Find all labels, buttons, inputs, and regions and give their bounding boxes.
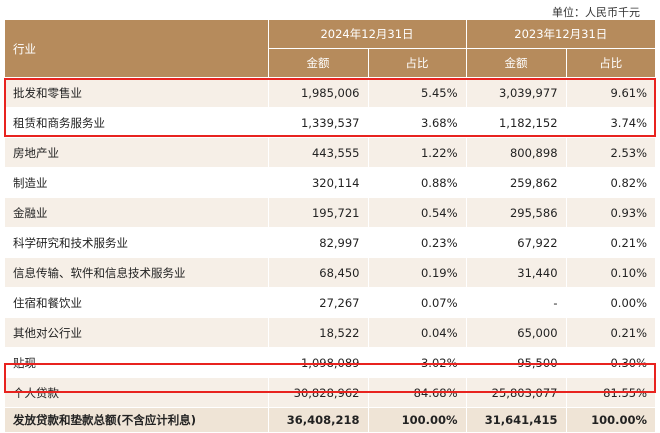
- row-amount-2023: 25,803,077: [466, 377, 567, 408]
- row-industry: 其他对公行业: [5, 317, 269, 348]
- table-row: 住宿和餐饮业 27,267 0.07% -0.00%: [5, 287, 656, 318]
- row-amount-2023: 295,586: [466, 197, 567, 228]
- row-share-2023: 0.00%: [566, 287, 656, 318]
- row-amount-2024: 443,555: [268, 137, 369, 168]
- row-industry: 科学研究和技术服务业: [5, 227, 269, 258]
- row-share-2024: 5.45%: [368, 77, 467, 108]
- row-amount-2024: 195,721: [268, 197, 369, 228]
- row-share-2024: 3.68%: [368, 107, 467, 138]
- row-share-2023: 0.82%: [566, 167, 656, 198]
- row-share-2024: 0.04%: [368, 317, 467, 348]
- header-amount-2023: 金额: [466, 48, 567, 78]
- row-amount-2024: 18,522: [268, 317, 369, 348]
- row-amount-2023: 95,500: [466, 347, 567, 378]
- total-amount-2024: 36,408,218: [268, 407, 369, 433]
- row-share-2023: 3.74%: [566, 107, 656, 138]
- row-share-2023: 0.30%: [566, 347, 656, 378]
- table-row: 个人贷款 30,828,962 84.68% 25,803,077 81.55%: [5, 377, 656, 408]
- unit-label: 单位：人民币千元: [552, 6, 640, 19]
- row-amount-2023: 800,898: [466, 137, 567, 168]
- row-share-2024: 0.88%: [368, 167, 467, 198]
- table-row: 租赁和商务服务业 1,339,537 3.68% 1,182,152 3.74%: [5, 107, 656, 138]
- row-amount-2023: 67,922: [466, 227, 567, 258]
- row-amount-2024: 68,450: [268, 257, 369, 288]
- row-share-2023: 0.93%: [566, 197, 656, 228]
- header-amount-2024: 金额: [268, 48, 369, 78]
- row-industry: 住宿和餐饮业: [5, 287, 269, 318]
- row-amount-2023: -: [466, 287, 567, 318]
- row-share-2023: 0.21%: [566, 317, 656, 348]
- row-amount-2024: 1,098,089: [268, 347, 369, 378]
- loan-industry-table: 行业 2024年12月31日 2023年12月31日 金额 占比 金额 占比 批…: [5, 20, 656, 433]
- table-row: 金融业 195,721 0.54% 295,586 0.93%: [5, 197, 656, 228]
- row-industry: 金融业: [5, 197, 269, 228]
- header-period-2024: 2024年12月31日: [268, 20, 467, 49]
- row-industry: 制造业: [5, 167, 269, 198]
- row-share-2024: 3.02%: [368, 347, 467, 378]
- row-share-2023: 2.53%: [566, 137, 656, 168]
- table-row: 其他对公行业 18,522 0.04% 65,000 0.21%: [5, 317, 656, 348]
- row-amount-2023: 3,039,977: [466, 77, 567, 108]
- total-share-2024: 100.00%: [368, 407, 467, 433]
- row-share-2024: 0.07%: [368, 287, 467, 318]
- table-row: 批发和零售业 1,985,006 5.45% 3,039,977 9.61%: [5, 77, 656, 108]
- row-amount-2024: 82,997: [268, 227, 369, 258]
- row-share-2024: 84.68%: [368, 377, 467, 408]
- table-row: 贴现 1,098,089 3.02% 95,500 0.30%: [5, 347, 656, 378]
- row-amount-2023: 65,000: [466, 317, 567, 348]
- total-amount-2023: 31,641,415: [466, 407, 567, 433]
- row-industry: 房地产业: [5, 137, 269, 168]
- row-amount-2023: 31,440: [466, 257, 567, 288]
- row-share-2023: 81.55%: [566, 377, 656, 408]
- row-share-2024: 1.22%: [368, 137, 467, 168]
- table-row: 制造业 320,114 0.88% 259,862 0.82%: [5, 167, 656, 198]
- row-amount-2024: 1,985,006: [268, 77, 369, 108]
- header-share-2024: 占比: [368, 48, 467, 78]
- row-amount-2024: 27,267: [268, 287, 369, 318]
- row-amount-2024: 1,339,537: [268, 107, 369, 138]
- row-industry: 信息传输、软件和信息技术服务业: [5, 257, 269, 288]
- total-share-2023: 100.00%: [566, 407, 656, 433]
- row-share-2023: 0.21%: [566, 227, 656, 258]
- row-industry: 租赁和商务服务业: [5, 107, 269, 138]
- header-industry: 行业: [5, 20, 269, 78]
- row-amount-2023: 259,862: [466, 167, 567, 198]
- row-share-2024: 0.19%: [368, 257, 467, 288]
- row-amount-2024: 30,828,962: [268, 377, 369, 408]
- row-amount-2023: 1,182,152: [466, 107, 567, 138]
- total-row: 发放贷款和垫款总额(不含应计利息) 36,408,218 100.00% 31,641…: [5, 407, 656, 433]
- row-industry: 批发和零售业: [5, 77, 269, 108]
- row-industry: 贴现: [5, 347, 269, 378]
- row-share-2023: 9.61%: [566, 77, 656, 108]
- header-share-2023: 占比: [566, 48, 656, 78]
- total-label: 发放贷款和垫款总额(不含应计利息): [5, 407, 269, 433]
- row-share-2024: 0.23%: [368, 227, 467, 258]
- table-row: 科学研究和技术服务业 82,997 0.23% 67,922 0.21%: [5, 227, 656, 258]
- header-period-2023: 2023年12月31日: [466, 20, 656, 49]
- table-row: 信息传输、软件和信息技术服务业 68,450 0.19% 31,440 0.10%: [5, 257, 656, 288]
- row-share-2023: 0.10%: [566, 257, 656, 288]
- row-amount-2024: 320,114: [268, 167, 369, 198]
- row-industry: 个人贷款: [5, 377, 269, 408]
- row-share-2024: 0.54%: [368, 197, 467, 228]
- table-row: 房地产业 443,555 1.22% 800,898 2.53%: [5, 137, 656, 168]
